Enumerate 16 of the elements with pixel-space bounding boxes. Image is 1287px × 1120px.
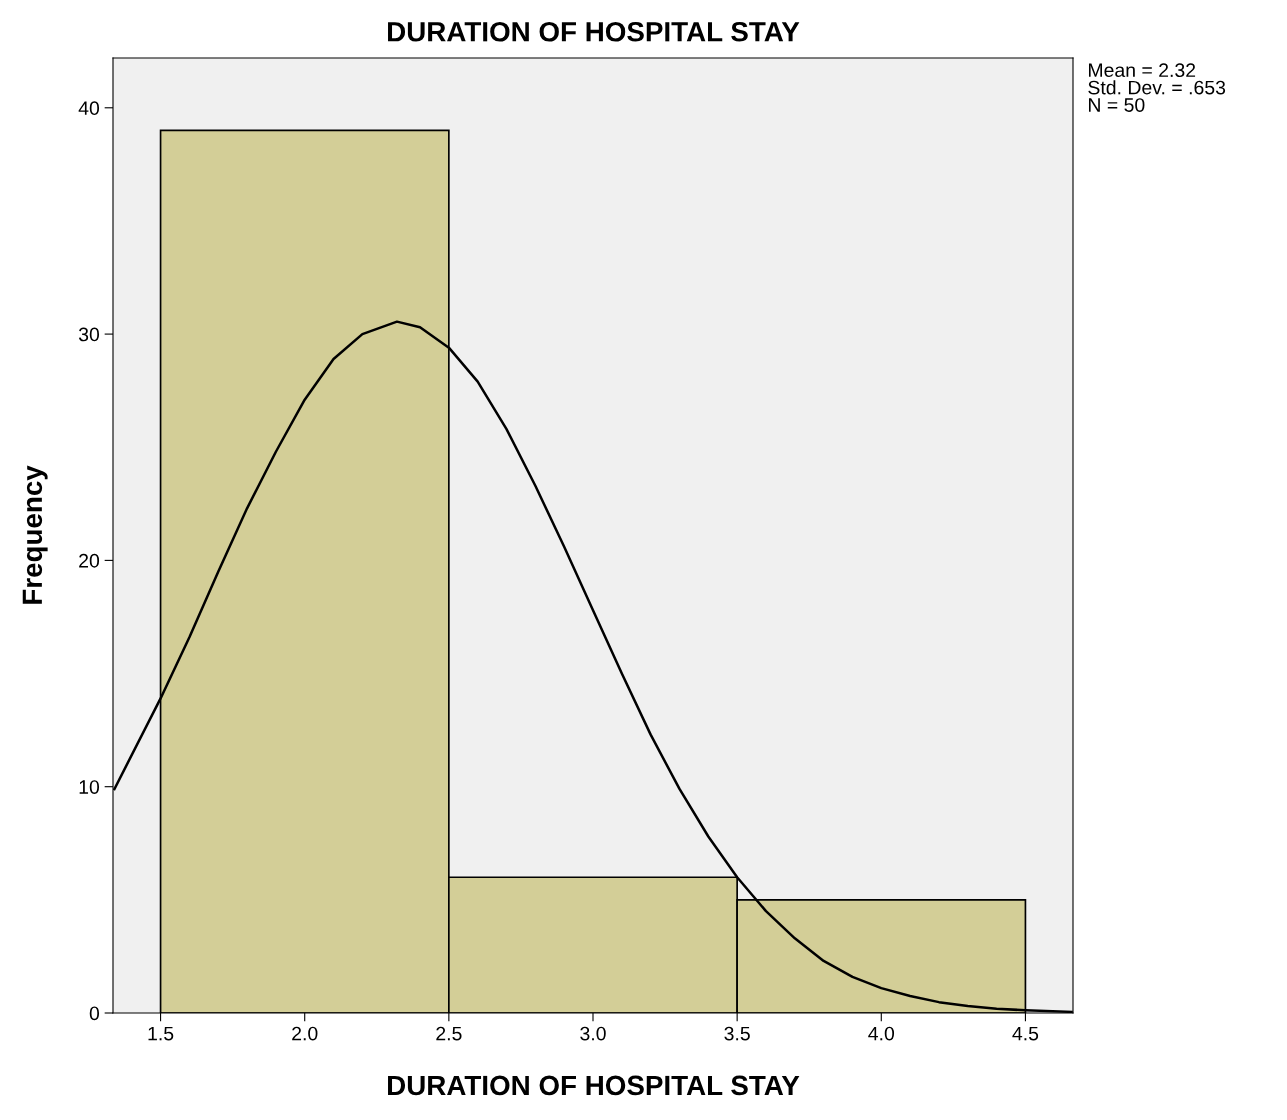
x-tick-label: 3.5	[724, 1026, 750, 1041]
x-tick-label: 4.0	[868, 1026, 895, 1041]
y-tick-label: 20	[79, 553, 100, 568]
x-tick-label: 2.0	[292, 1026, 318, 1041]
y-tick-label: 40	[78, 101, 100, 116]
y-axis-title: Frequency	[22, 465, 48, 604]
x-tick-label: 4.5	[1012, 1026, 1039, 1041]
x-axis-title: DURATION OF HOSPITAL STAY	[388, 1075, 800, 1096]
x-tick-label: 1.5	[148, 1026, 174, 1041]
x-tick-label: 2.5	[436, 1026, 462, 1041]
text: Mean = 2.32 Std. Dev. = .653 N = 50	[1088, 63, 1226, 112]
chart-title: DURATION OF HOSPITAL STAY	[388, 21, 800, 42]
y-tick-label: 0	[89, 1006, 100, 1021]
y-tick-label: 10	[79, 780, 100, 794]
x-tick-label: 3.0	[580, 1026, 606, 1041]
y-tick-label: 30	[78, 327, 100, 342]
